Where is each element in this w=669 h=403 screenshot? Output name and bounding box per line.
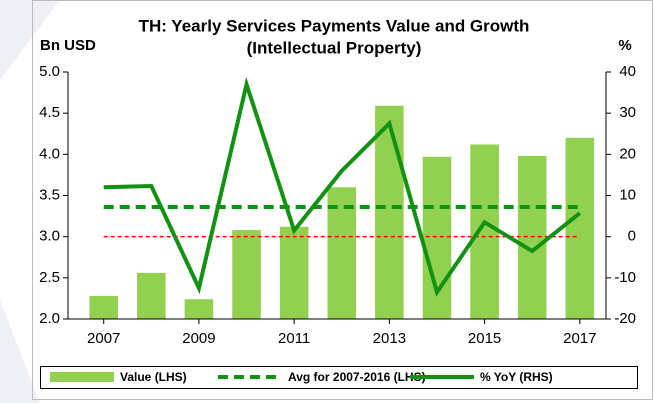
bar — [470, 144, 499, 319]
x-tick-label: 2013 — [373, 330, 406, 347]
y-tick-label: 4.5 — [39, 104, 60, 121]
bar — [89, 295, 118, 319]
x-tick-label: 2009 — [182, 330, 215, 347]
bar — [232, 230, 261, 319]
y2-tick-label: -20 — [614, 310, 636, 327]
y-tick-label: 2.5 — [39, 269, 60, 286]
y-tick-label: 4.0 — [39, 145, 60, 162]
y2-tick-label: 30 — [619, 104, 636, 121]
bar — [517, 155, 547, 319]
y-tick-label: 3.0 — [39, 228, 60, 245]
y2-tick-label: 0 — [628, 228, 636, 245]
y2-tick-label: 40 — [619, 63, 636, 80]
bar — [137, 272, 166, 319]
bar — [279, 226, 309, 319]
x-tick-label: 2015 — [468, 330, 501, 347]
chart-title: TH: Yearly Services Payments Value and G… — [139, 16, 530, 35]
y2-tick-label: -10 — [614, 269, 636, 286]
y2-tick-label: 10 — [619, 186, 636, 203]
y-tick-label: 2.0 — [39, 310, 60, 327]
bar — [375, 105, 404, 319]
line-series — [103, 76, 582, 297]
y-tick-label: 5.0 — [39, 63, 60, 80]
bar — [565, 137, 595, 319]
legend-box — [40, 366, 638, 389]
x-tick-label: 2017 — [563, 330, 596, 347]
legend-label: Value (LHS) — [120, 370, 187, 384]
background-shape — [0, 300, 40, 403]
y-tick-label: 3.5 — [39, 186, 60, 203]
y2-tick-label: 20 — [619, 145, 636, 162]
chart-frame — [32, 0, 653, 400]
x-tick-label: 2007 — [87, 330, 120, 347]
legend-label: % YoY (RHS) — [480, 370, 553, 384]
x-tick-label: 2011 — [278, 330, 310, 347]
chart-title: (Intellectual Property) — [247, 38, 422, 57]
bar — [327, 187, 357, 319]
bar — [184, 299, 214, 319]
legend-label: Avg for 2007-2016 (LHS) — [288, 370, 426, 384]
background-shape — [0, 0, 60, 80]
legend-swatch — [50, 372, 114, 382]
y-axis-label: Bn USD — [40, 37, 96, 54]
y2-axis-label: % — [618, 37, 631, 54]
